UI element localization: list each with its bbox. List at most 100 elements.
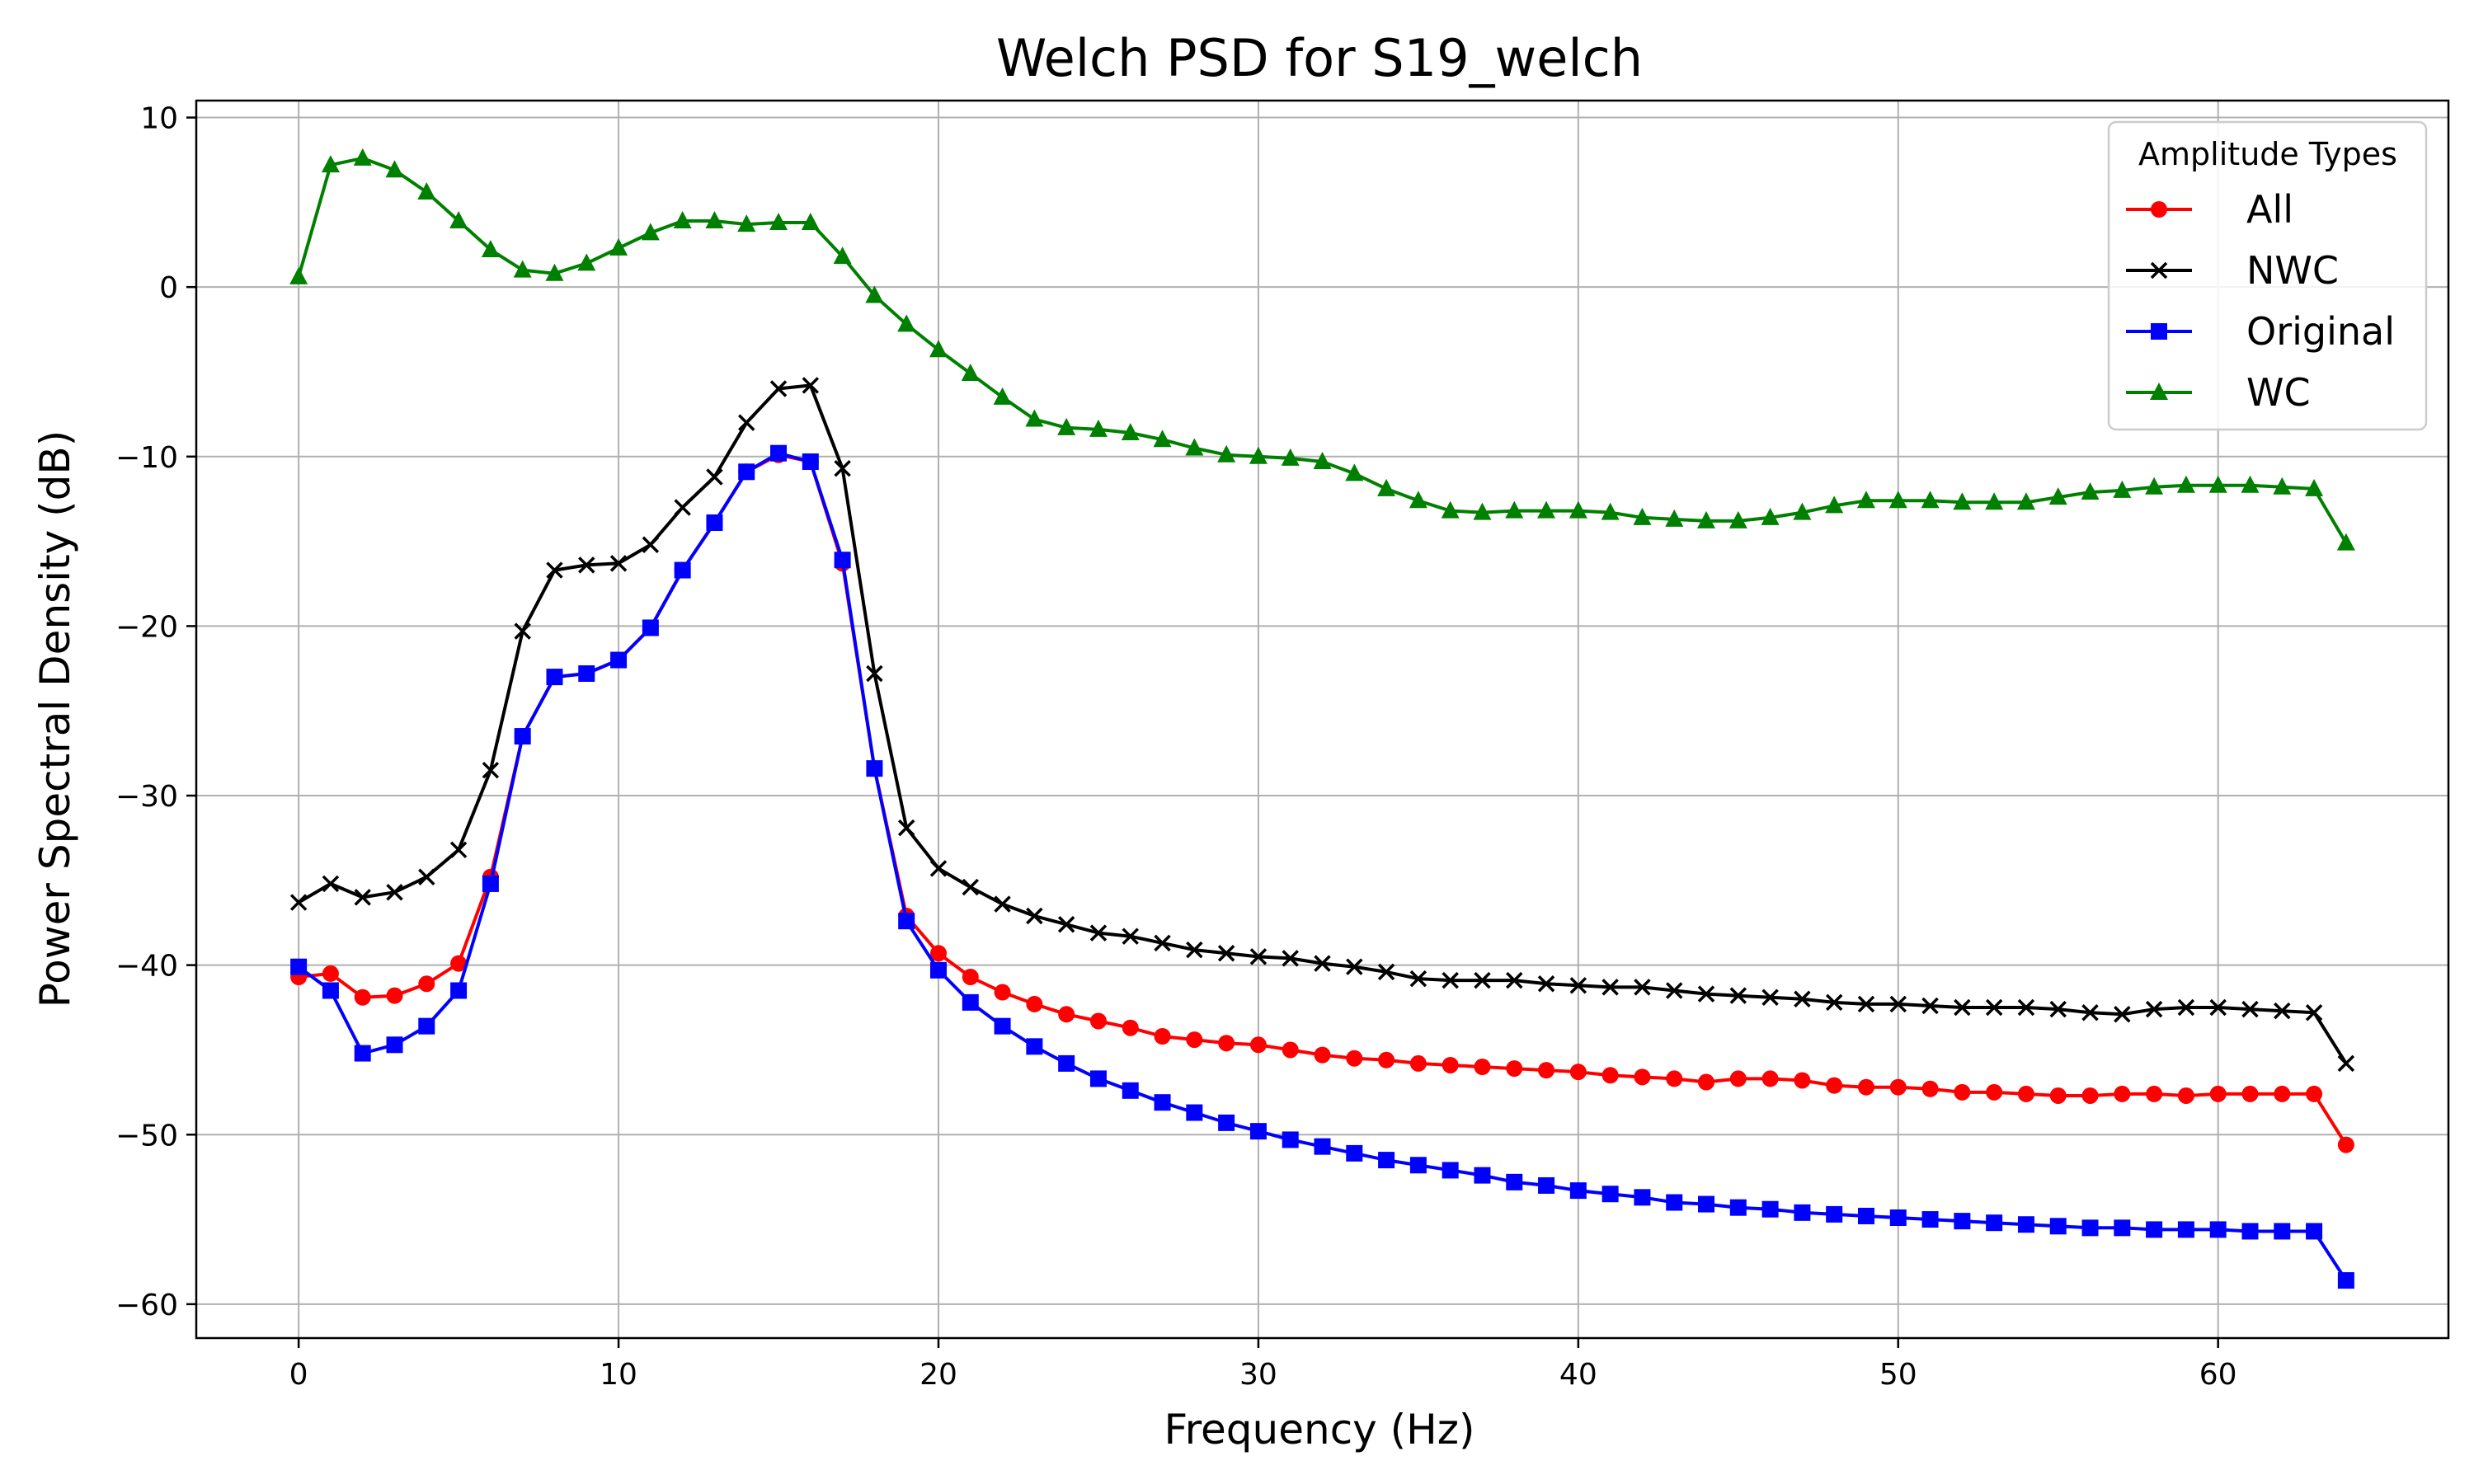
data-point-original bbox=[2049, 1218, 2067, 1235]
data-point-all bbox=[1954, 1083, 1971, 1101]
legend-item-all: All bbox=[2126, 187, 2293, 232]
data-point-original bbox=[1506, 1173, 1523, 1190]
data-point-nwc bbox=[1122, 928, 1139, 945]
data-point-original bbox=[929, 961, 947, 979]
data-point-original bbox=[482, 875, 499, 892]
data-point-wc bbox=[1377, 478, 1396, 496]
data-point-nwc bbox=[1506, 971, 1523, 989]
data-point-all bbox=[1249, 1036, 1267, 1054]
data-point-original bbox=[2337, 1272, 2354, 1289]
data-point-wc bbox=[1793, 502, 1812, 520]
data-point-nwc bbox=[1665, 982, 1683, 999]
data-point-all bbox=[1026, 995, 1043, 1012]
data-point-original bbox=[546, 669, 563, 686]
data-point-all bbox=[354, 989, 371, 1006]
series-line-all bbox=[298, 453, 2348, 1146]
series-wc bbox=[289, 148, 2355, 551]
data-point-nwc bbox=[2209, 998, 2227, 1017]
legend-marker-original bbox=[2151, 323, 2167, 340]
data-point-nwc bbox=[1825, 993, 1843, 1012]
data-point-original bbox=[1122, 1082, 1139, 1099]
legend-item-nwc: NWC bbox=[2126, 248, 2339, 293]
data-point-nwc bbox=[1634, 979, 1651, 996]
data-point-nwc bbox=[1954, 998, 1971, 1017]
series-nwc bbox=[289, 377, 2355, 1073]
data-point-nwc bbox=[929, 860, 948, 877]
data-point-nwc bbox=[1249, 948, 1268, 965]
x-tick-label: 40 bbox=[1559, 1358, 1597, 1392]
legend-label-nwc: NWC bbox=[2246, 248, 2339, 293]
data-point-original bbox=[1889, 1209, 1907, 1227]
data-point-nwc bbox=[2081, 1003, 2099, 1021]
data-point-original bbox=[2017, 1216, 2034, 1233]
data-point-nwc bbox=[1346, 958, 1363, 975]
data-point-original bbox=[1154, 1094, 1171, 1111]
data-point-all bbox=[1569, 1064, 1587, 1081]
data-point-wc bbox=[609, 237, 628, 256]
data-point-all bbox=[2306, 1085, 2323, 1102]
legend: Amplitude Types All NWC Original WC bbox=[2107, 120, 2428, 431]
data-point-original bbox=[1442, 1162, 1459, 1179]
y-tick-label: −60 bbox=[115, 1289, 178, 1322]
data-point-all bbox=[2209, 1085, 2227, 1102]
data-point-wc bbox=[1633, 507, 1652, 525]
data-point-original bbox=[418, 1017, 435, 1035]
data-point-original bbox=[1249, 1123, 1267, 1140]
data-point-original bbox=[1761, 1200, 1779, 1218]
series-layer bbox=[289, 148, 2355, 1289]
data-point-wc bbox=[2048, 487, 2067, 505]
data-point-all bbox=[994, 984, 1011, 1001]
data-point-original bbox=[866, 760, 883, 777]
data-point-wc bbox=[2241, 475, 2260, 493]
data-point-wc bbox=[993, 387, 1012, 405]
legend-label-all: All bbox=[2246, 187, 2293, 232]
data-point-wc bbox=[641, 223, 660, 241]
data-point-wc bbox=[1569, 500, 1587, 519]
data-point-original bbox=[1826, 1205, 1843, 1223]
data-point-original bbox=[1666, 1194, 1683, 1211]
data-point-all bbox=[1986, 1083, 2003, 1101]
data-point-wc bbox=[1025, 409, 1044, 427]
data-point-wc bbox=[1697, 510, 1716, 528]
data-point-original bbox=[1474, 1167, 1491, 1184]
data-point-wc bbox=[897, 314, 916, 332]
data-point-original bbox=[834, 552, 851, 569]
axis-ticks: 0 10 20 30 40 50 60 10 0 −10 −20 −30 −40 −50 −60 bbox=[115, 102, 2237, 1392]
data-point-all bbox=[322, 965, 339, 982]
data-point-all bbox=[1409, 1054, 1427, 1072]
legend-label-wc: WC bbox=[2246, 370, 2311, 415]
data-point-wc bbox=[1825, 495, 1844, 514]
data-point-nwc bbox=[1314, 955, 1331, 972]
y-tick-label: 10 bbox=[140, 102, 178, 136]
data-point-nwc bbox=[1057, 916, 1075, 933]
data-point-nwc bbox=[289, 894, 308, 911]
data-point-all bbox=[1921, 1080, 1939, 1097]
data-point-original bbox=[1409, 1157, 1427, 1174]
data-point-wc bbox=[545, 263, 564, 281]
data-point-wc bbox=[2145, 477, 2164, 495]
legend-marker-all bbox=[2151, 201, 2167, 218]
y-tick-label: −20 bbox=[115, 610, 178, 644]
data-point-all bbox=[1761, 1070, 1779, 1087]
data-point-all bbox=[1474, 1059, 1491, 1076]
data-point-wc bbox=[449, 210, 468, 228]
data-point-original bbox=[2114, 1219, 2131, 1237]
data-point-nwc bbox=[1409, 970, 1427, 988]
data-point-nwc bbox=[322, 875, 340, 893]
data-point-nwc bbox=[1282, 950, 1299, 967]
data-point-wc bbox=[1665, 509, 1684, 527]
data-point-original bbox=[1729, 1199, 1747, 1216]
data-point-nwc bbox=[449, 841, 468, 859]
data-point-nwc bbox=[2241, 1000, 2259, 1018]
data-point-wc bbox=[321, 155, 340, 173]
data-point-original bbox=[2274, 1223, 2291, 1240]
series-original bbox=[290, 444, 2354, 1289]
data-point-nwc bbox=[2177, 998, 2195, 1017]
data-point-all bbox=[2114, 1085, 2131, 1102]
data-point-wc bbox=[1089, 419, 1108, 437]
legend-label-original: Original bbox=[2246, 309, 2395, 354]
data-point-all bbox=[1666, 1070, 1683, 1087]
data-point-all bbox=[1826, 1077, 1843, 1094]
data-point-nwc bbox=[962, 878, 980, 896]
data-point-nwc bbox=[2337, 1054, 2355, 1073]
